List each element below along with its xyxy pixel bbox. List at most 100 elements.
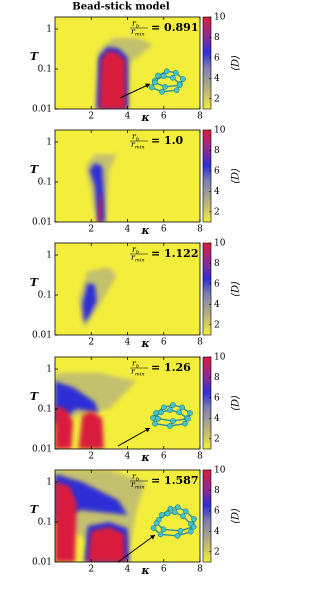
heatmap-region — [99, 51, 125, 109]
colorbar-tick-label: 6 — [214, 279, 220, 289]
x-tick-label: 4 — [125, 225, 131, 235]
colorbar — [203, 130, 211, 222]
molecule-bead — [151, 526, 156, 531]
colorbar-tick-label: 4 — [214, 414, 220, 424]
colorbar-tick-label: 6 — [214, 53, 220, 63]
x-tick-label: 6 — [161, 112, 167, 122]
molecule-bead — [161, 74, 166, 79]
colorbar-label: ⟨D⟩ — [231, 168, 242, 184]
y-tick-label: 0.1 — [38, 518, 52, 528]
x-axis-label: κ — [141, 224, 150, 237]
molecule-bead — [175, 533, 180, 538]
colorbar-tick-label: 2 — [214, 320, 220, 330]
figure-title: Bead-stick model — [72, 2, 170, 13]
molecule-bead — [152, 80, 157, 85]
x-tick-label: 6 — [161, 452, 167, 462]
x-tick-label: 6 — [161, 565, 167, 575]
y-tick-label: 0.01 — [32, 558, 52, 568]
x-tick-label: 6 — [161, 225, 167, 235]
ratio-value: = 0.891 — [151, 21, 199, 34]
y-axis-label: T — [30, 163, 39, 176]
ratio-value: = 1.0 — [151, 134, 184, 147]
ratio-numerator-sub: b — [136, 364, 139, 370]
molecule-bead — [150, 415, 155, 420]
y-tick-label: 1 — [46, 138, 52, 148]
ratio-numerator-sub: b — [136, 24, 139, 30]
y-tick-label: 0.01 — [32, 105, 52, 115]
ratio-value: = 1.122 — [151, 247, 199, 260]
molecule-bead — [168, 506, 173, 511]
molecule-bead — [187, 410, 192, 415]
y-tick-label: 0.01 — [32, 331, 52, 341]
y-tick-label: 1 — [46, 251, 52, 261]
x-axis-label: κ — [141, 111, 150, 124]
molecule-bead — [175, 505, 180, 510]
molecule-bead — [179, 405, 184, 410]
ratio-denominator-sub: min — [135, 372, 145, 378]
y-tick-label: 1 — [46, 25, 52, 35]
colorbar-tick-label: 8 — [214, 146, 220, 156]
ratio-value: = 1.587 — [151, 474, 199, 487]
molecule-bead — [149, 85, 154, 90]
colorbar-tick-label: 6 — [214, 393, 220, 403]
x-tick-label: 8 — [197, 112, 203, 122]
colorbar-tick-label: 10 — [214, 13, 226, 23]
x-tick-label: 8 — [197, 338, 203, 348]
colorbar-tick-label: 10 — [214, 353, 226, 363]
molecule-bead — [161, 527, 166, 532]
x-tick-label: 2 — [88, 225, 94, 235]
molecule-bead — [155, 416, 160, 421]
ratio-numerator-sub: b — [136, 137, 139, 143]
y-tick-label: 0.01 — [32, 445, 52, 455]
heatmap-region — [88, 527, 125, 562]
y-axis-label: T — [30, 276, 39, 289]
ratio-denominator-sub: min — [135, 32, 145, 38]
x-tick-label: 2 — [88, 565, 94, 575]
colorbar-tick-label: 10 — [214, 466, 226, 476]
colorbar-label: ⟨D⟩ — [231, 281, 242, 297]
ratio-numerator-sub: b — [136, 250, 139, 256]
x-tick-label: 8 — [197, 452, 203, 462]
y-tick-label: 0.1 — [38, 178, 52, 188]
y-tick-label: 0.1 — [38, 65, 52, 75]
molecule-bead — [180, 76, 185, 81]
ratio-numerator-sub: b — [136, 477, 139, 483]
colorbar-tick-label: 6 — [214, 506, 220, 516]
molecule-bead — [172, 510, 177, 515]
molecule-bead — [161, 405, 166, 410]
y-tick-label: 1 — [46, 365, 52, 375]
colorbar-tick-label: 10 — [214, 126, 226, 136]
ratio-denominator-sub: min — [135, 485, 145, 491]
molecule-bead — [183, 509, 188, 514]
y-axis-label: T — [30, 503, 39, 516]
molecule-bead — [164, 69, 169, 74]
colorbar — [203, 243, 211, 335]
colorbar-tick-label: 8 — [214, 33, 220, 43]
colorbar-tick-label: 8 — [214, 259, 220, 269]
molecule-bead — [170, 402, 175, 407]
molecule-bead — [188, 529, 193, 534]
colorbar-tick-label: 8 — [214, 486, 220, 496]
molecule-bead — [159, 89, 164, 94]
x-tick-label: 4 — [125, 452, 131, 462]
colorbar-tick-label: 2 — [214, 94, 220, 104]
molecule-bead — [178, 528, 183, 533]
ratio-denominator-sub: min — [135, 145, 145, 151]
colorbar-tick-label: 4 — [214, 74, 220, 84]
molecule-bead — [153, 410, 158, 415]
colorbar — [203, 357, 211, 449]
molecule-bead — [158, 532, 163, 537]
molecule-bead — [185, 416, 190, 421]
molecule-bead — [174, 88, 179, 93]
colorbar-label: ⟨D⟩ — [231, 55, 242, 71]
x-tick-label: 4 — [125, 338, 131, 348]
y-axis-label: T — [30, 50, 39, 63]
molecule-bead — [170, 418, 175, 423]
y-tick-label: 0.1 — [38, 291, 52, 301]
colorbar-tick-label: 4 — [214, 527, 220, 537]
molecule-bead — [162, 84, 167, 89]
y-tick-label: 0.01 — [32, 218, 52, 228]
molecule-bead — [167, 407, 172, 412]
molecule-bead — [167, 423, 172, 428]
colorbar-tick-label: 2 — [214, 207, 220, 217]
